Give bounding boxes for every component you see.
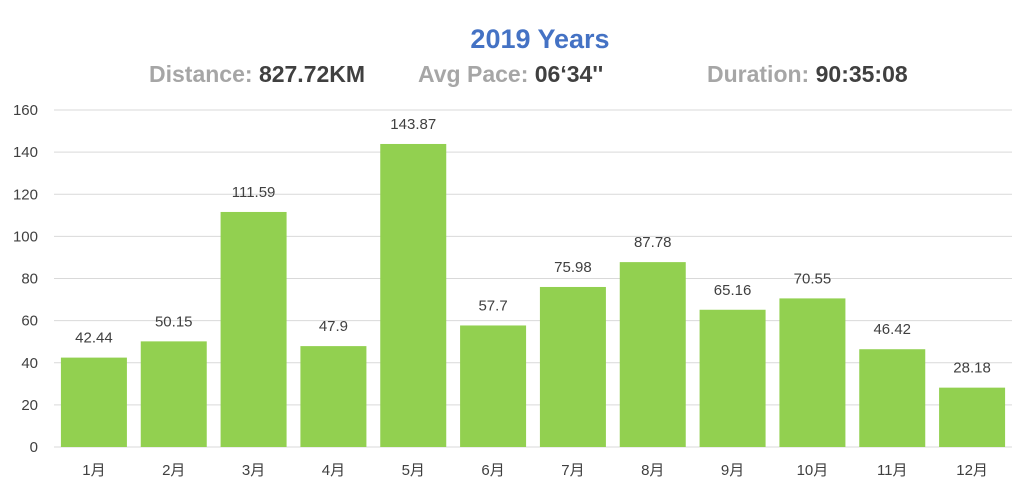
- x-tick-label: 4月: [322, 462, 345, 479]
- bar: [140, 341, 207, 447]
- bar: [460, 325, 527, 447]
- duration-label: Duration:: [707, 61, 810, 87]
- x-axis-ticks: 1月 2月 3月 4月 5月 6月 7月 8月 9月 10月 11月 12月: [82, 462, 988, 479]
- y-tick-label: 140: [13, 144, 38, 161]
- bar: [939, 387, 1006, 447]
- data-label: 28.18: [953, 360, 991, 377]
- bar: [699, 309, 766, 447]
- x-tick-label: 10月: [797, 462, 829, 479]
- pace-value: 06‘34'': [534, 61, 604, 87]
- bar: [779, 298, 846, 447]
- data-label: 111.59: [232, 184, 276, 201]
- y-tick-label: 20: [21, 397, 38, 414]
- pace-label: Avg Pace:: [418, 61, 529, 87]
- x-tick-label: 12月: [956, 462, 988, 479]
- pace-stat: Avg Pace: 06‘34'': [418, 61, 603, 88]
- bar: [380, 143, 447, 447]
- bar: [220, 211, 287, 447]
- data-label: 57.7: [478, 297, 507, 314]
- data-label: 143.87: [390, 116, 436, 133]
- y-tick-label: 80: [21, 271, 38, 288]
- distance-stat: Distance: 827.72KM: [149, 61, 365, 88]
- y-tick-label: 60: [21, 313, 38, 330]
- data-labels: 42.44 50.15 111.59 47.9 143.87 57.7 75.98 87.78…: [75, 116, 991, 377]
- x-tick-label: 5月: [402, 462, 425, 479]
- bar: [859, 349, 926, 447]
- x-tick-label: 1月: [82, 462, 105, 479]
- x-tick-label: 2月: [162, 462, 185, 479]
- x-tick-label: 6月: [481, 462, 504, 479]
- x-tick-label: 8月: [641, 462, 664, 479]
- data-label: 70.55: [794, 270, 832, 287]
- distance-value: 827.72KM: [258, 61, 366, 87]
- x-tick-label: 3月: [242, 462, 265, 479]
- y-tick-label: 40: [21, 355, 38, 372]
- x-tick-label: 11月: [877, 462, 908, 479]
- y-tick-label: 160: [13, 102, 38, 119]
- y-tick-label: 100: [13, 228, 38, 245]
- data-label: 75.98: [554, 259, 592, 276]
- gridlines: [54, 109, 1012, 448]
- data-label: 47.9: [319, 318, 348, 335]
- y-tick-label: 0: [30, 439, 38, 456]
- bars: [60, 143, 1006, 447]
- y-axis-ticks: 0 20 40 60 80 100 120 140 160: [13, 102, 38, 456]
- distance-label: Distance:: [149, 61, 253, 87]
- data-label: 50.15: [155, 313, 193, 330]
- data-label: 87.78: [634, 234, 672, 251]
- chart-title: 2019 Years: [470, 24, 610, 54]
- bar: [60, 357, 127, 447]
- bar: [619, 262, 686, 447]
- duration-value: 90:35:08: [815, 61, 908, 87]
- bar: [300, 346, 367, 447]
- data-label: 46.42: [873, 321, 911, 338]
- duration-stat: Duration: 90:35:08: [707, 61, 908, 88]
- data-label: 65.16: [714, 282, 752, 299]
- x-tick-label: 7月: [561, 462, 584, 479]
- bar: [539, 286, 606, 447]
- data-label: 42.44: [75, 330, 113, 347]
- y-tick-label: 120: [13, 186, 38, 203]
- x-tick-label: 9月: [721, 462, 744, 479]
